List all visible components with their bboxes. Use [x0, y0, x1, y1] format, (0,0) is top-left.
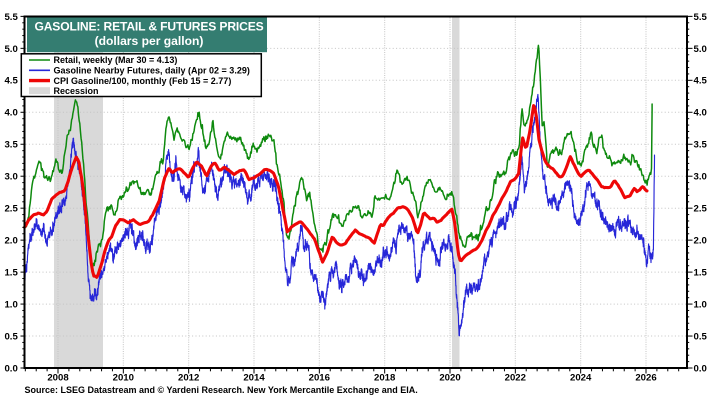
svg-text:4.5: 4.5 — [4, 76, 18, 87]
svg-text:CPI Gasoline/100, monthly (Feb: CPI Gasoline/100, monthly (Feb 15 = 2.77… — [54, 76, 232, 86]
svg-text:2012: 2012 — [178, 372, 199, 383]
svg-text:5.5: 5.5 — [694, 12, 708, 23]
svg-text:1.0: 1.0 — [4, 300, 17, 311]
svg-text:4.0: 4.0 — [694, 108, 707, 119]
svg-text:GASOLINE: RETAIL & FUTURES PRI: GASOLINE: RETAIL & FUTURES PRICES — [34, 20, 263, 34]
svg-text:2.5: 2.5 — [694, 204, 708, 215]
svg-text:Retail, weekly (Mar 30 = 4.13): Retail, weekly (Mar 30 = 4.13) — [54, 55, 178, 65]
svg-text:3.5: 3.5 — [4, 140, 18, 151]
svg-text:5.0: 5.0 — [4, 44, 17, 55]
svg-text:4.5: 4.5 — [694, 76, 708, 87]
svg-text:5.0: 5.0 — [694, 44, 707, 55]
svg-text:3.0: 3.0 — [4, 172, 17, 183]
svg-text:2024: 2024 — [570, 372, 592, 383]
svg-text:0.5: 0.5 — [4, 331, 18, 342]
svg-text:2014: 2014 — [243, 372, 265, 383]
svg-text:0.0: 0.0 — [4, 363, 17, 374]
svg-text:Source: LSEG Datastream and ©: Source: LSEG Datastream and © Yardeni Re… — [25, 385, 418, 395]
svg-text:2.5: 2.5 — [4, 204, 18, 215]
svg-text:5.5: 5.5 — [4, 12, 18, 23]
svg-text:Gasoline Nearby Futures, daily: Gasoline Nearby Futures, daily (Apr 02 =… — [54, 66, 250, 76]
svg-text:0.5: 0.5 — [694, 331, 708, 342]
svg-text:4.0: 4.0 — [4, 108, 17, 119]
svg-text:2.0: 2.0 — [694, 236, 707, 247]
svg-text:3.5: 3.5 — [694, 140, 708, 151]
svg-text:(dollars per gallon): (dollars per gallon) — [95, 34, 204, 48]
svg-text:Recession: Recession — [54, 86, 99, 96]
svg-text:1.5: 1.5 — [4, 268, 18, 279]
svg-text:2008: 2008 — [47, 372, 69, 383]
svg-text:2016: 2016 — [309, 372, 330, 383]
svg-text:2.0: 2.0 — [4, 236, 17, 247]
svg-text:0.0: 0.0 — [694, 363, 707, 374]
svg-text:2020: 2020 — [439, 372, 460, 383]
svg-text:2022: 2022 — [505, 372, 526, 383]
svg-text:2026: 2026 — [635, 372, 656, 383]
svg-text:2010: 2010 — [113, 372, 134, 383]
svg-text:3.0: 3.0 — [694, 172, 707, 183]
svg-text:2018: 2018 — [374, 372, 396, 383]
svg-text:1.5: 1.5 — [694, 268, 708, 279]
svg-text:1.0: 1.0 — [694, 300, 707, 311]
